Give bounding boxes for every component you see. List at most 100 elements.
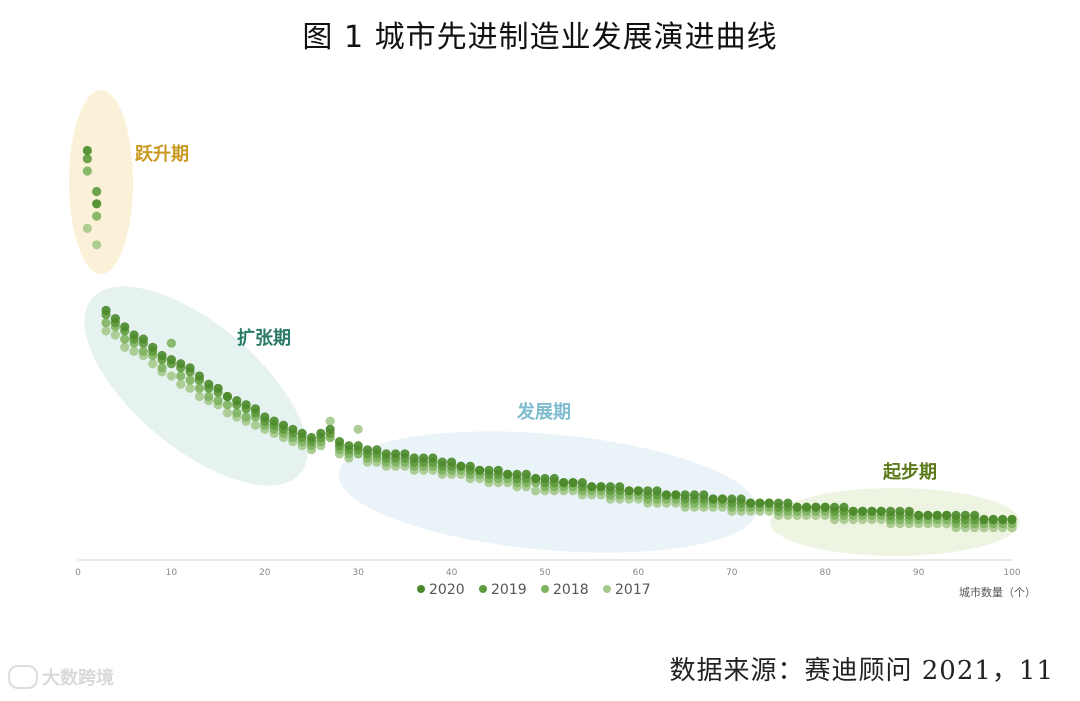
- data-point-2020: [559, 478, 569, 488]
- data-point-2017: [185, 383, 195, 393]
- data-point-2020: [587, 482, 597, 492]
- data-point-2017: [92, 240, 102, 250]
- data-point-2020: [92, 199, 102, 209]
- data-point-2020: [493, 465, 503, 475]
- legend-marker-2019: [479, 585, 487, 593]
- data-point-2020: [857, 506, 868, 516]
- data-point-2020: [372, 445, 382, 455]
- data-point-2020: [456, 461, 466, 471]
- data-point-2020: [717, 494, 728, 504]
- legend-label-2018: 2018: [553, 582, 589, 598]
- data-point-2020: [596, 482, 606, 492]
- data-point-2017: [129, 346, 139, 356]
- data-point-2020: [110, 314, 120, 324]
- data-point-2020: [708, 494, 718, 504]
- data-point-2020: [306, 432, 317, 443]
- legend-label-2020: 2020: [429, 582, 465, 598]
- data-point-2018: [185, 375, 195, 385]
- data-point-2017: [148, 359, 158, 369]
- data-point-2020: [820, 502, 830, 512]
- data-point-2020: [689, 490, 700, 500]
- phase-label-jump: 跃升期: [135, 144, 189, 165]
- data-point-2017: [194, 391, 205, 402]
- x-tick-label: 100: [1003, 568, 1020, 578]
- data-point-2020: [250, 404, 261, 414]
- legend-label-2017: 2017: [615, 582, 651, 598]
- data-point-2020: [745, 498, 756, 508]
- data-point-2020: [260, 412, 270, 422]
- data-point-2020: [213, 383, 223, 393]
- data-point-2020: [157, 350, 167, 361]
- data-point-2020: [512, 469, 522, 479]
- data-point-2020: [531, 473, 541, 484]
- data-point-2018: [204, 391, 214, 402]
- data-point-2018: [82, 166, 92, 176]
- data-point-2020: [895, 506, 905, 516]
- data-point-2017: [110, 330, 120, 340]
- data-point-2020: [185, 363, 195, 373]
- data-point-2017: [120, 342, 130, 352]
- data-point-2020: [465, 461, 475, 471]
- data-point-2020: [437, 457, 447, 467]
- data-point-2020: [101, 305, 111, 315]
- legend: 2020 2019 2018 2017: [417, 582, 651, 598]
- data-point-2020: [297, 428, 307, 438]
- data-point-2020: [400, 449, 410, 459]
- data-point-2018: [232, 408, 242, 418]
- x-axis-label: 城市数量（个）: [959, 585, 1036, 599]
- data-point-2018: [194, 383, 205, 393]
- legend-marker-2018: [541, 585, 549, 593]
- data-point-2020: [932, 510, 942, 520]
- data-point-2020: [951, 510, 961, 520]
- data-point-2020: [549, 473, 559, 484]
- x-tick-label: 60: [633, 568, 645, 578]
- data-point-2020: [568, 478, 578, 488]
- x-tick-label: 10: [166, 568, 178, 578]
- x-tick-label: 50: [539, 568, 551, 578]
- data-point-2018: [138, 346, 148, 356]
- data-point-2020: [344, 441, 354, 451]
- data-point-2020: [615, 482, 625, 492]
- legend-label-2019: 2019: [491, 582, 527, 598]
- watermark-logo: 大数跨境: [8, 664, 114, 690]
- data-point-2020: [998, 514, 1008, 525]
- phase-label-start: 起步期: [882, 461, 937, 483]
- data-point-2020: [475, 465, 485, 475]
- data-point-2017: [353, 424, 363, 434]
- data-point-2017: [101, 326, 111, 336]
- data-point-2020: [652, 486, 662, 496]
- data-point-2020: [671, 490, 681, 500]
- data-point-2020: [624, 486, 634, 496]
- data-point-2020: [942, 510, 952, 520]
- data-point-2020: [288, 424, 298, 434]
- data-point-2020: [577, 478, 587, 488]
- data-point-2020: [540, 473, 550, 484]
- data-source-note: 数据来源：赛迪顾问 2021，11: [669, 656, 1054, 686]
- data-point-2018: [166, 338, 176, 348]
- data-point-2020: [232, 396, 242, 406]
- data-point-2020: [390, 449, 401, 459]
- data-point-2020: [680, 490, 690, 500]
- data-point-2020: [970, 510, 980, 520]
- data-point-2017: [82, 223, 92, 233]
- data-point-2017: [166, 371, 176, 381]
- data-point-2020: [988, 514, 998, 525]
- data-point-2020: [876, 506, 886, 516]
- phase-label-expand: 扩张期: [237, 327, 291, 349]
- data-point-2020: [166, 355, 176, 365]
- data-point-2020: [447, 457, 457, 467]
- data-point-2017: [176, 379, 186, 389]
- data-point-2020: [521, 469, 531, 479]
- data-point-2018: [92, 211, 102, 221]
- data-point-2020: [904, 506, 914, 516]
- data-point-2020: [353, 441, 363, 451]
- data-point-2019: [82, 154, 92, 164]
- data-point-2018: [101, 318, 111, 328]
- data-point-2017: [250, 420, 261, 430]
- data-point-2020: [792, 502, 802, 512]
- data-point-2020: [278, 420, 289, 430]
- phase-region-jump: [69, 90, 133, 274]
- data-point-2020: [82, 145, 92, 156]
- data-point-2020: [381, 449, 391, 459]
